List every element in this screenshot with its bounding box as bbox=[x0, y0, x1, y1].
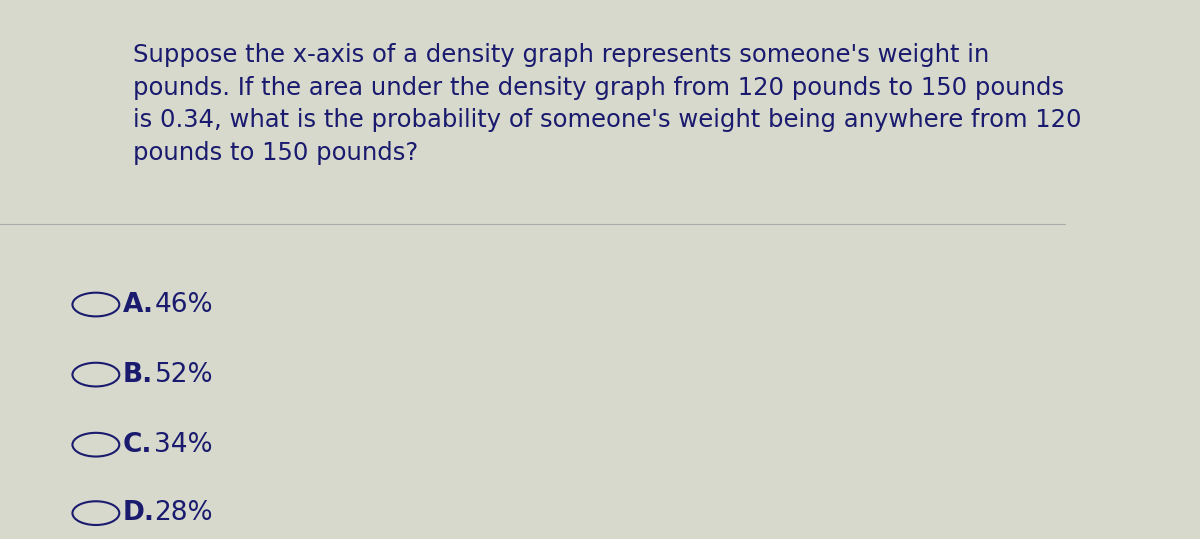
Text: 28%: 28% bbox=[155, 500, 214, 526]
Text: A.: A. bbox=[122, 292, 154, 317]
Text: 52%: 52% bbox=[155, 362, 214, 388]
Text: C.: C. bbox=[122, 432, 152, 458]
Text: D.: D. bbox=[122, 500, 155, 526]
Text: B.: B. bbox=[122, 362, 152, 388]
Text: 46%: 46% bbox=[155, 292, 214, 317]
Text: Suppose the x-axis of a density graph represents someone's weight in
pounds. If : Suppose the x-axis of a density graph re… bbox=[133, 43, 1081, 165]
Text: 34%: 34% bbox=[155, 432, 214, 458]
